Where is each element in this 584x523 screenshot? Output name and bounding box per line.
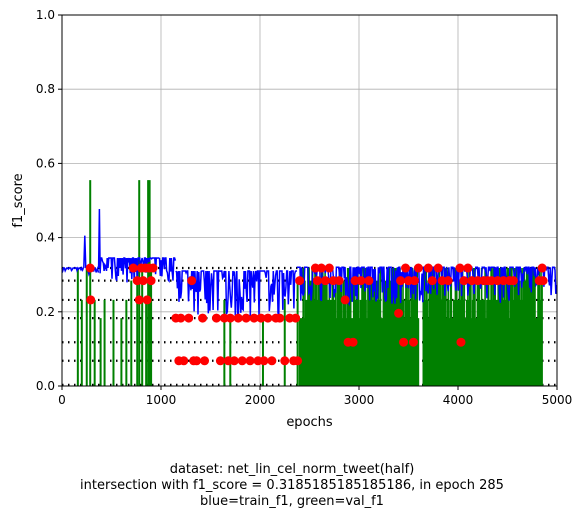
y-tick-label: 0.8 <box>36 82 55 96</box>
intersection-point <box>394 309 403 318</box>
intersection-point <box>179 356 188 365</box>
x-axis-label: epochs <box>286 415 333 430</box>
intersection-point <box>234 314 243 323</box>
y-tick-label: 0.4 <box>36 231 55 245</box>
intersection-point <box>86 295 95 304</box>
intersection-point <box>212 314 221 323</box>
intersection-point <box>401 264 410 273</box>
y-tick-label: 0.2 <box>36 305 55 319</box>
intersection-point <box>280 356 289 365</box>
intersection-point <box>428 276 437 285</box>
caption-intersection: intersection with f1_score = 0.318518518… <box>0 478 584 494</box>
intersection-point <box>267 356 276 365</box>
intersection-point <box>176 314 185 323</box>
intersection-point <box>364 276 373 285</box>
train-f1-line <box>99 209 101 268</box>
intersection-point <box>143 295 152 304</box>
intersection-point <box>86 264 95 273</box>
intersection-point <box>321 276 330 285</box>
intersection-point <box>198 314 207 323</box>
x-tick-label: 5000 <box>542 393 573 407</box>
intersection-point <box>396 276 405 285</box>
intersection-point <box>293 356 302 365</box>
intersection-point <box>129 264 138 273</box>
x-tick-label: 0 <box>58 393 66 407</box>
intersection-point <box>409 338 418 347</box>
intersection-point <box>434 264 443 273</box>
intersection-point <box>187 276 196 285</box>
intersection-point <box>216 356 225 365</box>
intersection-point <box>147 276 156 285</box>
intersection-point <box>313 276 322 285</box>
intersection-point <box>444 276 453 285</box>
y-tick-label: 1.0 <box>36 8 55 22</box>
intersection-point <box>184 314 193 323</box>
intersection-point <box>509 276 518 285</box>
intersection-point <box>242 314 251 323</box>
intersection-point <box>325 264 334 273</box>
y-tick-label: 0.0 <box>36 379 55 393</box>
intersection-point <box>259 356 268 365</box>
intersection-point <box>349 338 358 347</box>
intersection-point <box>192 356 201 365</box>
intersection-point <box>459 276 468 285</box>
intersection-point <box>200 356 209 365</box>
chart: 0 1000 2000 3000 4000 50000.00.20.40.60.81.0 … <box>0 0 584 440</box>
intersection-point <box>456 338 465 347</box>
intersection-point <box>291 314 300 323</box>
caption-legend: blue=train_f1, green=val_f1 <box>0 494 584 510</box>
intersection-point <box>135 295 144 304</box>
intersection-point <box>246 356 255 365</box>
intersection-point <box>230 356 239 365</box>
x-tick-label: 2000 <box>245 393 276 407</box>
caption-dataset: dataset: net_lin_cel_norm_tweet(half) <box>0 462 584 478</box>
x-tick-label: 3000 <box>344 393 375 407</box>
x-tick-label: 4000 <box>443 393 474 407</box>
intersection-point <box>335 276 344 285</box>
intersection-point <box>455 264 464 273</box>
intersection-point <box>149 264 158 273</box>
intersection-point <box>263 314 272 323</box>
y-tick-label: 0.6 <box>36 156 55 170</box>
intersection-point <box>414 264 423 273</box>
intersection-point <box>410 276 419 285</box>
intersection-point <box>295 276 304 285</box>
intersection-point <box>399 338 408 347</box>
intersection-point <box>238 356 247 365</box>
intersection-point <box>463 264 472 273</box>
intersection-point <box>226 314 235 323</box>
intersection-point <box>424 264 433 273</box>
y-axis-label: f1_score <box>11 173 26 227</box>
x-tick-label: 1000 <box>146 393 177 407</box>
intersection-point <box>139 276 148 285</box>
intersection-point <box>341 295 350 304</box>
intersection-point <box>538 264 547 273</box>
intersection-point <box>356 276 365 285</box>
intersection-point <box>539 276 548 285</box>
intersection-point <box>317 264 326 273</box>
intersection-point <box>275 314 284 323</box>
